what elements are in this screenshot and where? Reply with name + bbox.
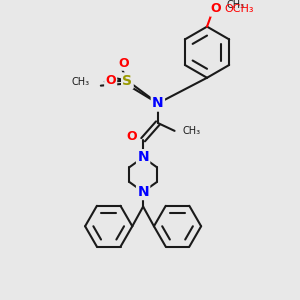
Text: N: N: [152, 96, 164, 110]
Text: S: S: [122, 74, 132, 88]
Text: CH₃: CH₃: [227, 0, 245, 10]
Text: O: O: [211, 2, 221, 15]
Text: O: O: [126, 130, 136, 143]
Text: CH₃: CH₃: [182, 126, 201, 136]
Text: O: O: [118, 56, 129, 70]
Text: O: O: [105, 74, 116, 87]
Text: OCH₃: OCH₃: [225, 4, 254, 14]
Text: N: N: [137, 150, 149, 164]
Text: N: N: [137, 185, 149, 199]
Text: CH₃: CH₃: [72, 77, 90, 87]
